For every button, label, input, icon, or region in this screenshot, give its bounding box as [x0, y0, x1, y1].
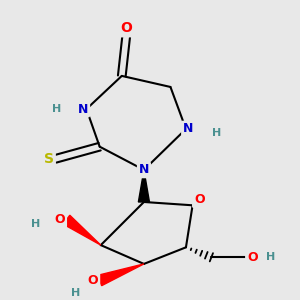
Text: H: H: [212, 128, 221, 138]
Text: H: H: [266, 252, 276, 262]
Text: O: O: [247, 251, 258, 264]
Text: O: O: [120, 21, 132, 35]
Text: H: H: [71, 288, 80, 298]
Text: N: N: [183, 122, 193, 136]
Text: O: O: [194, 193, 205, 206]
Text: O: O: [88, 274, 98, 287]
Text: N: N: [78, 103, 88, 116]
Text: H: H: [52, 104, 61, 114]
Polygon shape: [63, 215, 101, 245]
Polygon shape: [138, 170, 149, 202]
Text: N: N: [139, 164, 149, 176]
Text: S: S: [44, 152, 54, 166]
Polygon shape: [98, 264, 144, 286]
Text: H: H: [31, 219, 40, 229]
Text: O: O: [55, 213, 65, 226]
